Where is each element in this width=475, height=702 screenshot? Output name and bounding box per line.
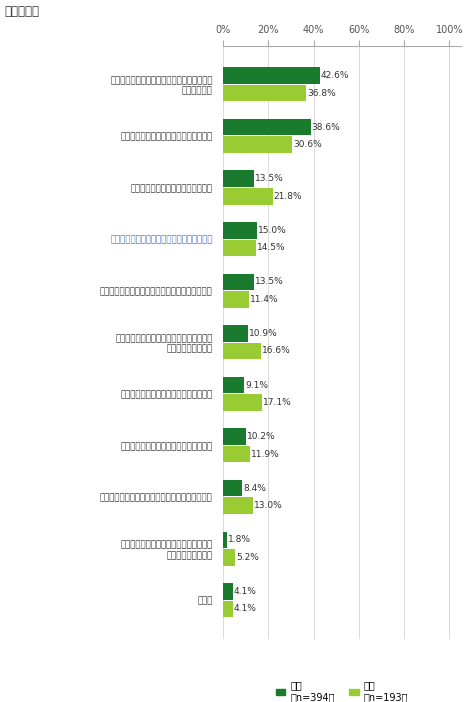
- Text: 16.6%: 16.6%: [262, 347, 291, 355]
- Bar: [223, 549, 235, 566]
- Bar: [223, 67, 320, 84]
- Bar: [223, 239, 256, 256]
- Text: 13.5%: 13.5%: [255, 277, 284, 286]
- Text: 14.5%: 14.5%: [257, 244, 286, 252]
- Text: （男女別）: （男女別）: [5, 5, 40, 18]
- Text: 4.1%: 4.1%: [234, 587, 256, 596]
- Text: 1.8%: 1.8%: [228, 536, 251, 544]
- Text: 13.5%: 13.5%: [255, 174, 284, 183]
- Text: 10.9%: 10.9%: [249, 329, 278, 338]
- Bar: [223, 498, 253, 514]
- Bar: [223, 291, 249, 307]
- Text: 38.6%: 38.6%: [312, 123, 341, 132]
- Bar: [223, 446, 250, 463]
- Bar: [223, 222, 257, 239]
- Text: 9.1%: 9.1%: [245, 380, 268, 390]
- Text: 42.6%: 42.6%: [321, 71, 349, 80]
- Legend: 男性
（n=394）, 女性
（n=193）: 男性 （n=394）, 女性 （n=193）: [276, 680, 408, 702]
- Bar: [223, 531, 228, 548]
- Text: 4.1%: 4.1%: [234, 604, 256, 614]
- Bar: [223, 274, 254, 290]
- Text: 8.4%: 8.4%: [243, 484, 266, 493]
- Bar: [223, 395, 262, 411]
- Bar: [223, 85, 306, 101]
- Text: 5.2%: 5.2%: [236, 552, 259, 562]
- Text: 15.0%: 15.0%: [258, 226, 287, 234]
- Text: 11.4%: 11.4%: [250, 295, 279, 304]
- Text: 30.6%: 30.6%: [294, 140, 323, 149]
- Bar: [223, 601, 233, 617]
- Bar: [223, 428, 247, 445]
- Text: 13.0%: 13.0%: [254, 501, 283, 510]
- Text: 21.8%: 21.8%: [274, 192, 302, 201]
- Bar: [223, 583, 233, 600]
- Text: 10.2%: 10.2%: [247, 432, 276, 441]
- Bar: [223, 188, 273, 204]
- Text: 36.8%: 36.8%: [308, 88, 336, 98]
- Bar: [223, 136, 293, 153]
- Bar: [223, 171, 254, 187]
- Bar: [223, 119, 311, 135]
- Text: 11.9%: 11.9%: [251, 450, 280, 458]
- Bar: [223, 343, 261, 359]
- Bar: [223, 480, 242, 496]
- Bar: [223, 377, 244, 393]
- Bar: [223, 325, 248, 342]
- Text: 17.1%: 17.1%: [263, 398, 292, 407]
